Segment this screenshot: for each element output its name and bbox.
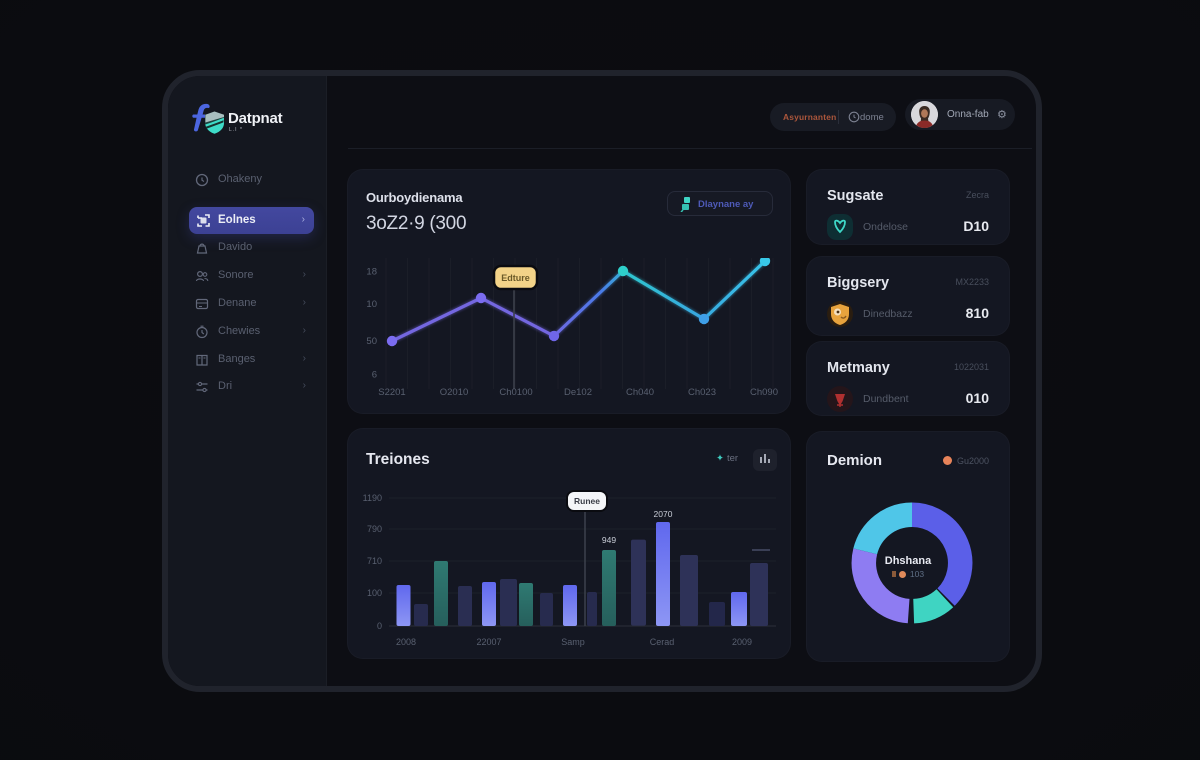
svg-text:18: 18 [366,267,377,278]
svg-text:Ch040: Ch040 [626,387,654,398]
svg-text:710: 710 [367,556,382,566]
svg-text:Ch0100: Ch0100 [499,387,532,398]
svg-text:1190: 1190 [363,493,382,503]
svg-text:22007: 22007 [476,637,501,647]
svg-text:De102: De102 [564,387,592,398]
svg-text:Ch090: Ch090 [750,387,778,398]
svg-text:0: 0 [377,621,382,631]
svg-text:2070: 2070 [654,509,673,519]
svg-text:Edture: Edture [501,273,530,283]
svg-text:Samp: Samp [561,637,585,647]
svg-text:50: 50 [366,336,377,347]
svg-text:949: 949 [602,535,616,545]
svg-text:S2201: S2201 [378,387,405,398]
svg-text:O2010: O2010 [440,387,469,398]
svg-text:Ch023: Ch023 [688,387,716,398]
svg-text:790: 790 [367,524,382,534]
svg-text:2009: 2009 [732,637,752,647]
svg-text:Cerad: Cerad [650,637,675,647]
svg-text:Runee: Runee [574,496,600,506]
svg-text:6: 6 [372,370,377,381]
svg-text:2008: 2008 [396,637,416,647]
svg-text:100: 100 [367,588,382,598]
svg-text:10: 10 [366,299,377,310]
